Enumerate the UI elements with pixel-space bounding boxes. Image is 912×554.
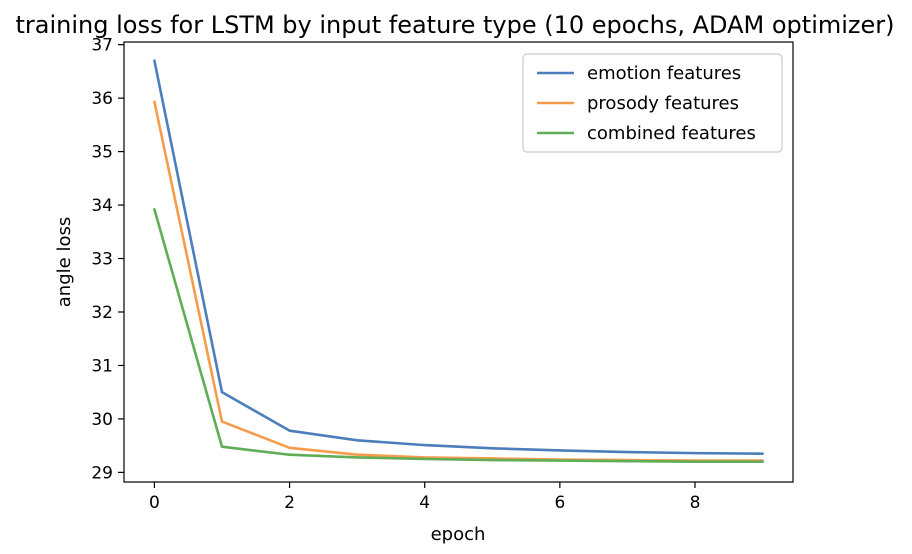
legend-label-3: combined features <box>587 123 756 144</box>
series-line-1 <box>153 59 764 455</box>
y-axis-ticks: 29 30 31 32 33 34 35 36 37 <box>91 36 124 483</box>
x-tick-label: 2 <box>284 493 295 513</box>
x-tick-label: 0 <box>149 493 160 513</box>
chart-title: training loss for LSTM by input feature … <box>15 11 894 39</box>
y-tick-label: 33 <box>91 250 113 270</box>
series-line-3 <box>153 208 764 463</box>
y-tick-label: 34 <box>91 196 113 216</box>
y-tick-label: 36 <box>91 89 113 109</box>
legend: emotion features prosody features combined… <box>522 53 783 153</box>
legend-label-1: emotion features <box>587 63 741 84</box>
plot-frame <box>123 41 794 483</box>
x-tick-label: 4 <box>419 493 430 513</box>
series-layer <box>153 59 764 463</box>
y-axis-label: angle loss <box>54 217 75 307</box>
y-tick-label: 30 <box>91 410 113 430</box>
x-tick-label: 8 <box>690 493 701 513</box>
legend-label-2: prosody features <box>587 93 739 114</box>
x-axis-ticks: 0 2 4 6 8 <box>149 482 700 513</box>
y-tick-label: 31 <box>91 356 113 376</box>
x-axis-label: epoch <box>431 524 486 545</box>
y-tick-label: 37 <box>91 36 113 56</box>
legend-box <box>522 53 783 153</box>
y-tick-label: 32 <box>91 303 113 323</box>
x-tick-label: 6 <box>554 493 565 513</box>
y-tick-label: 29 <box>91 463 113 483</box>
y-tick-label: 35 <box>91 143 113 163</box>
